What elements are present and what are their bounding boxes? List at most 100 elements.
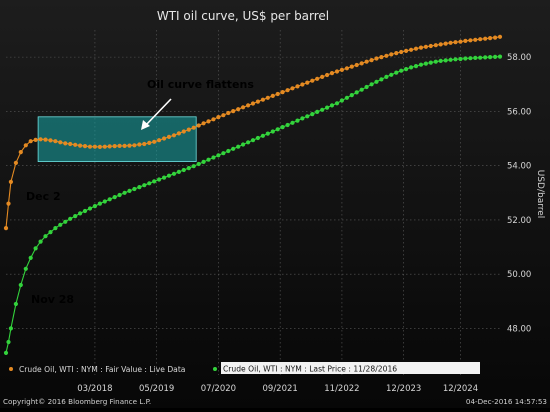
annotation-oil-curve-flattens: Oil curve flattens — [147, 78, 254, 91]
highlight-box — [37, 116, 197, 162]
data-point — [453, 57, 458, 62]
data-point — [87, 206, 93, 211]
legend-label-last-price-background — [221, 362, 480, 374]
data-point — [201, 121, 206, 126]
annotation-dec-2: Dec 2 — [26, 190, 61, 203]
data-point — [260, 97, 265, 102]
data-point — [92, 144, 97, 149]
data-point — [3, 226, 9, 231]
data-point — [478, 37, 483, 42]
y-axis-label: USD/barrel — [535, 170, 545, 219]
data-point — [285, 88, 290, 93]
data-point — [463, 56, 468, 61]
data-point — [300, 116, 305, 121]
data-point — [171, 133, 177, 138]
data-point — [325, 105, 330, 110]
footer-copyright: Copyright© 2016 Bloomberg Finance L.P. — [3, 397, 151, 406]
data-point — [97, 201, 102, 206]
data-point — [13, 160, 18, 165]
series-layer — [3, 34, 503, 355]
data-point — [122, 190, 127, 195]
data-point — [305, 80, 310, 85]
tick-labels: 48.00 50.00 52.00 54.00 56.00 58.00 03/2018 05/… — [77, 53, 531, 394]
data-point — [453, 40, 458, 45]
x-tick-label: 11/2022 — [324, 384, 359, 394]
data-point — [3, 350, 9, 355]
data-point — [497, 54, 503, 59]
data-point — [280, 125, 285, 130]
data-point — [186, 166, 191, 171]
data-point — [250, 138, 256, 143]
data-point — [295, 118, 300, 123]
data-point — [78, 211, 83, 216]
data-point — [241, 142, 246, 147]
data-point — [404, 67, 409, 72]
data-point — [250, 101, 256, 106]
data-point — [379, 77, 384, 82]
data-point — [191, 164, 196, 169]
data-point — [354, 62, 359, 68]
data-point — [359, 87, 364, 92]
data-point — [413, 46, 419, 51]
x-tick-label: 03/2018 — [77, 384, 112, 394]
data-point — [359, 61, 364, 66]
data-point — [33, 246, 38, 251]
data-point — [389, 72, 394, 77]
data-point — [448, 57, 453, 62]
data-point — [458, 56, 463, 62]
data-point — [399, 68, 404, 73]
data-point — [438, 58, 443, 64]
data-point — [458, 39, 463, 44]
data-point — [334, 69, 340, 74]
data-point — [23, 266, 28, 271]
legend-marker-last-price — [213, 367, 217, 371]
data-point — [147, 181, 152, 186]
data-point — [329, 103, 335, 108]
data-point — [315, 76, 320, 81]
data-point — [8, 326, 13, 331]
data-point — [58, 140, 63, 145]
data-point — [423, 44, 428, 49]
data-point — [433, 43, 438, 48]
annotation-arrow — [141, 98, 172, 130]
data-point — [38, 137, 43, 142]
data-point — [147, 140, 152, 145]
data-point — [364, 59, 369, 64]
data-point — [122, 143, 127, 148]
data-point — [428, 43, 433, 49]
data-point — [300, 82, 305, 87]
data-point — [102, 144, 107, 149]
data-point — [231, 146, 236, 151]
data-point — [285, 122, 290, 128]
data-point — [369, 58, 374, 63]
legend-label-fair-value: Crude Oil, WTI : NYM : Fair Value : Live… — [19, 365, 185, 374]
data-point — [374, 79, 379, 84]
y-tick-label: 58.00 — [507, 53, 531, 63]
data-point — [483, 36, 488, 41]
data-point — [483, 55, 488, 60]
data-point — [339, 67, 344, 72]
data-point — [246, 103, 251, 108]
y-tick-label: 50.00 — [507, 270, 531, 280]
highlight-box-layer — [37, 116, 197, 162]
data-point — [226, 148, 231, 154]
data-point — [18, 150, 23, 155]
y-tick-label: 52.00 — [507, 216, 531, 226]
data-point — [344, 95, 349, 100]
data-point — [295, 84, 300, 89]
data-point — [409, 47, 414, 52]
data-point — [404, 48, 409, 54]
data-point — [231, 109, 236, 114]
data-point — [112, 144, 117, 149]
data-point — [413, 64, 419, 69]
data-point — [53, 226, 58, 231]
data-point — [349, 64, 354, 69]
data-point — [275, 91, 280, 97]
data-point — [137, 185, 142, 190]
data-point — [389, 52, 394, 57]
data-point — [320, 107, 325, 112]
data-point — [48, 230, 53, 235]
data-point — [68, 141, 73, 147]
data-point — [166, 173, 172, 178]
data-point — [82, 208, 88, 214]
